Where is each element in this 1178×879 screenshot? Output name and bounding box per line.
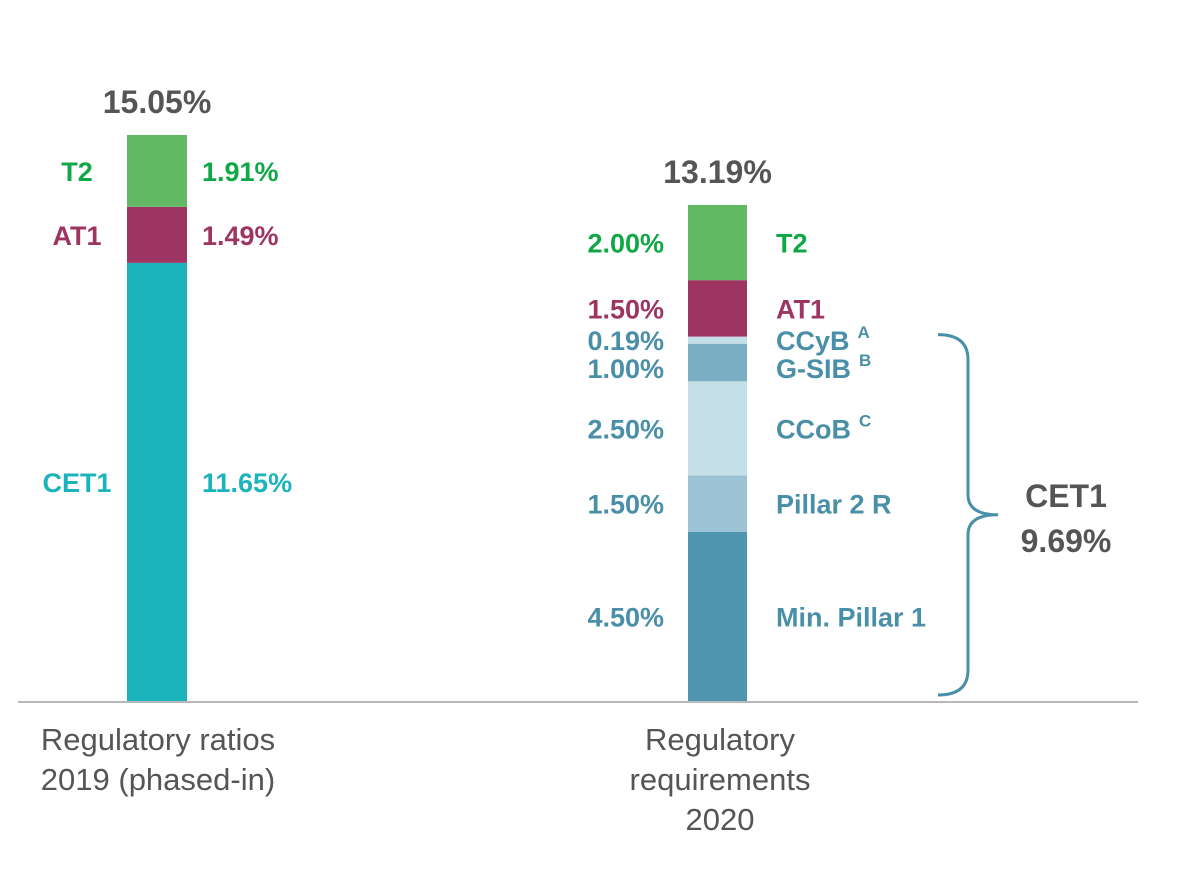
segment-name-label: CET1 xyxy=(42,468,111,498)
segment-name-label: AT1 xyxy=(52,221,101,251)
bar-segment-ccob xyxy=(688,381,747,476)
segment-name-label: CCoB xyxy=(776,414,851,444)
segment-value-label: 11.65% xyxy=(202,468,292,498)
segment-name-label: G-SIB xyxy=(776,354,851,384)
segment-name-label: T2 xyxy=(776,229,808,259)
bar-segment-t2 xyxy=(127,135,187,207)
bracket-value: 9.69% xyxy=(1021,523,1112,559)
segment-value-label: 2.50% xyxy=(587,414,664,444)
category-label: Regulatory xyxy=(645,722,795,757)
segment-value-label: 1.00% xyxy=(587,354,664,384)
bar-segment-ccyb xyxy=(688,336,747,344)
category-label: requirements xyxy=(630,762,811,797)
category-label: Regulatory ratios xyxy=(41,722,275,757)
bar-segment-at1 xyxy=(127,206,187,263)
category-label: 2019 (phased-in) xyxy=(41,762,275,797)
segment-value-label: 4.50% xyxy=(587,602,664,632)
bar-total-label: 15.05% xyxy=(103,84,212,120)
segment-value-label: 0.19% xyxy=(587,326,664,356)
bar-total-label: 13.19% xyxy=(663,154,772,190)
cet1-bracket xyxy=(937,333,999,697)
segment-name-label: Min. Pillar 1 xyxy=(776,602,926,632)
segment-value-label: 2.00% xyxy=(587,229,664,259)
segment-value-label: 1.50% xyxy=(587,490,664,520)
bracket-label: CET1 xyxy=(1025,478,1107,514)
footnote-marker: C xyxy=(859,411,871,430)
footnote-marker: A xyxy=(858,323,870,342)
segment-name-label: Pillar 2 R xyxy=(776,490,892,520)
segment-name-label: T2 xyxy=(61,157,93,187)
bar-segment-pillar-2-r xyxy=(688,475,747,532)
segment-name-label: AT1 xyxy=(776,294,825,324)
footnote-marker: B xyxy=(859,351,871,370)
bar-segment-cet1 xyxy=(127,262,187,701)
bar-segment-g-sib xyxy=(688,343,747,382)
bar-segment-at1 xyxy=(688,280,747,337)
category-label: 2020 xyxy=(686,802,755,837)
segment-value-label: 1.49% xyxy=(202,221,279,251)
segment-name-label: CCyB xyxy=(776,326,850,356)
bar-segment-t2 xyxy=(688,204,747,281)
bar-segment-min-pillar-1 xyxy=(688,531,747,701)
segment-value-label: 1.50% xyxy=(587,294,664,324)
segment-value-label: 1.91% xyxy=(202,157,279,187)
